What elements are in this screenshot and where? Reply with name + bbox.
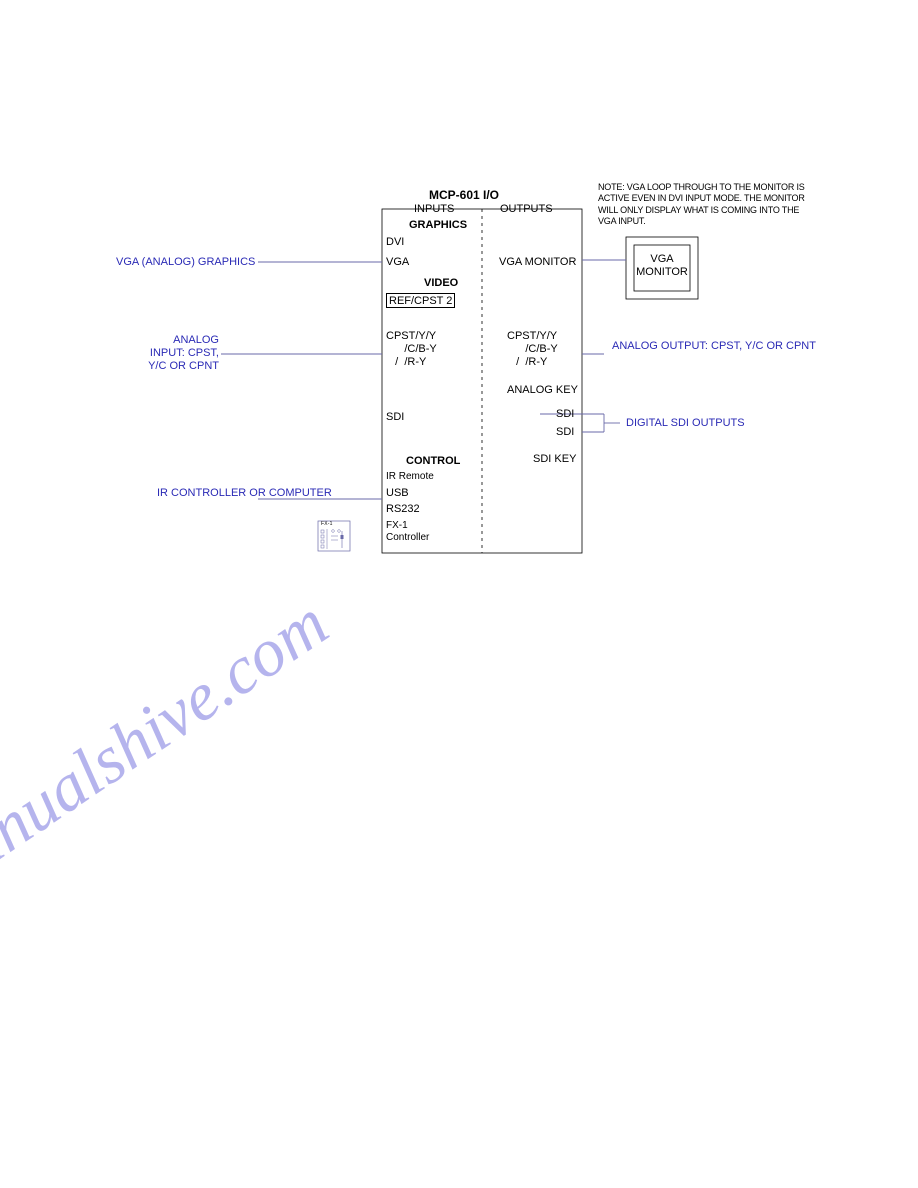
label-analog-key: ANALOG KEY	[507, 384, 578, 396]
label-usb: USB	[386, 487, 409, 499]
section-control: CONTROL	[406, 455, 460, 467]
ext-label-analog-output: ANALOG OUTPUT: CPST, Y/C OR CPNT	[612, 340, 816, 353]
vga-monitor-box-text: VGA MONITOR	[636, 253, 688, 278]
label-vga: VGA	[386, 256, 409, 268]
label-dvi: DVI	[386, 236, 404, 248]
diagram-svg	[0, 0, 918, 1188]
section-graphics: GRAPHICS	[409, 219, 467, 231]
ext-label-analog-input: ANALOG INPUT: CPST, Y/C OR CPNT	[139, 334, 219, 374]
header-inputs: INPUTS	[414, 203, 454, 215]
label-rs232: RS232	[386, 503, 420, 515]
label-sdi-in: SDI	[386, 411, 404, 423]
ext-label-vga-analog: VGA (ANALOG) GRAPHICS	[116, 256, 255, 268]
label-vga-monitor: VGA MONITOR	[499, 256, 576, 268]
label-ref-cpst2: REF/CPST 2	[386, 293, 455, 308]
header-outputs: OUTPUTS	[500, 203, 553, 215]
note-text: NOTE: VGA LOOP THROUGH TO THE MONITOR IS…	[598, 182, 818, 227]
label-sdi-out-1: SDI	[556, 408, 574, 420]
label-cpst-out: CPST/Y/Y /C/B-Y / /R-Y	[507, 330, 558, 370]
ext-label-ir-controller: IR CONTROLLER OR COMPUTER	[157, 487, 332, 500]
label-cpst-in: CPST/Y/Y /C/B-Y / /R-Y	[386, 330, 437, 370]
ext-label-digital-sdi: DIGITAL SDI OUTPUTS	[626, 417, 745, 429]
label-sdi-key: SDI KEY	[533, 453, 576, 465]
label-ir-remote: IR Remote	[386, 471, 434, 482]
diagram-title: MCP-601 I/O	[429, 188, 499, 202]
ctrl-box-label: FX-1	[321, 521, 333, 527]
label-sdi-out-2: SDI	[556, 426, 574, 438]
label-fx1: FX-1 Controller	[386, 520, 429, 544]
section-video: VIDEO	[424, 277, 458, 289]
